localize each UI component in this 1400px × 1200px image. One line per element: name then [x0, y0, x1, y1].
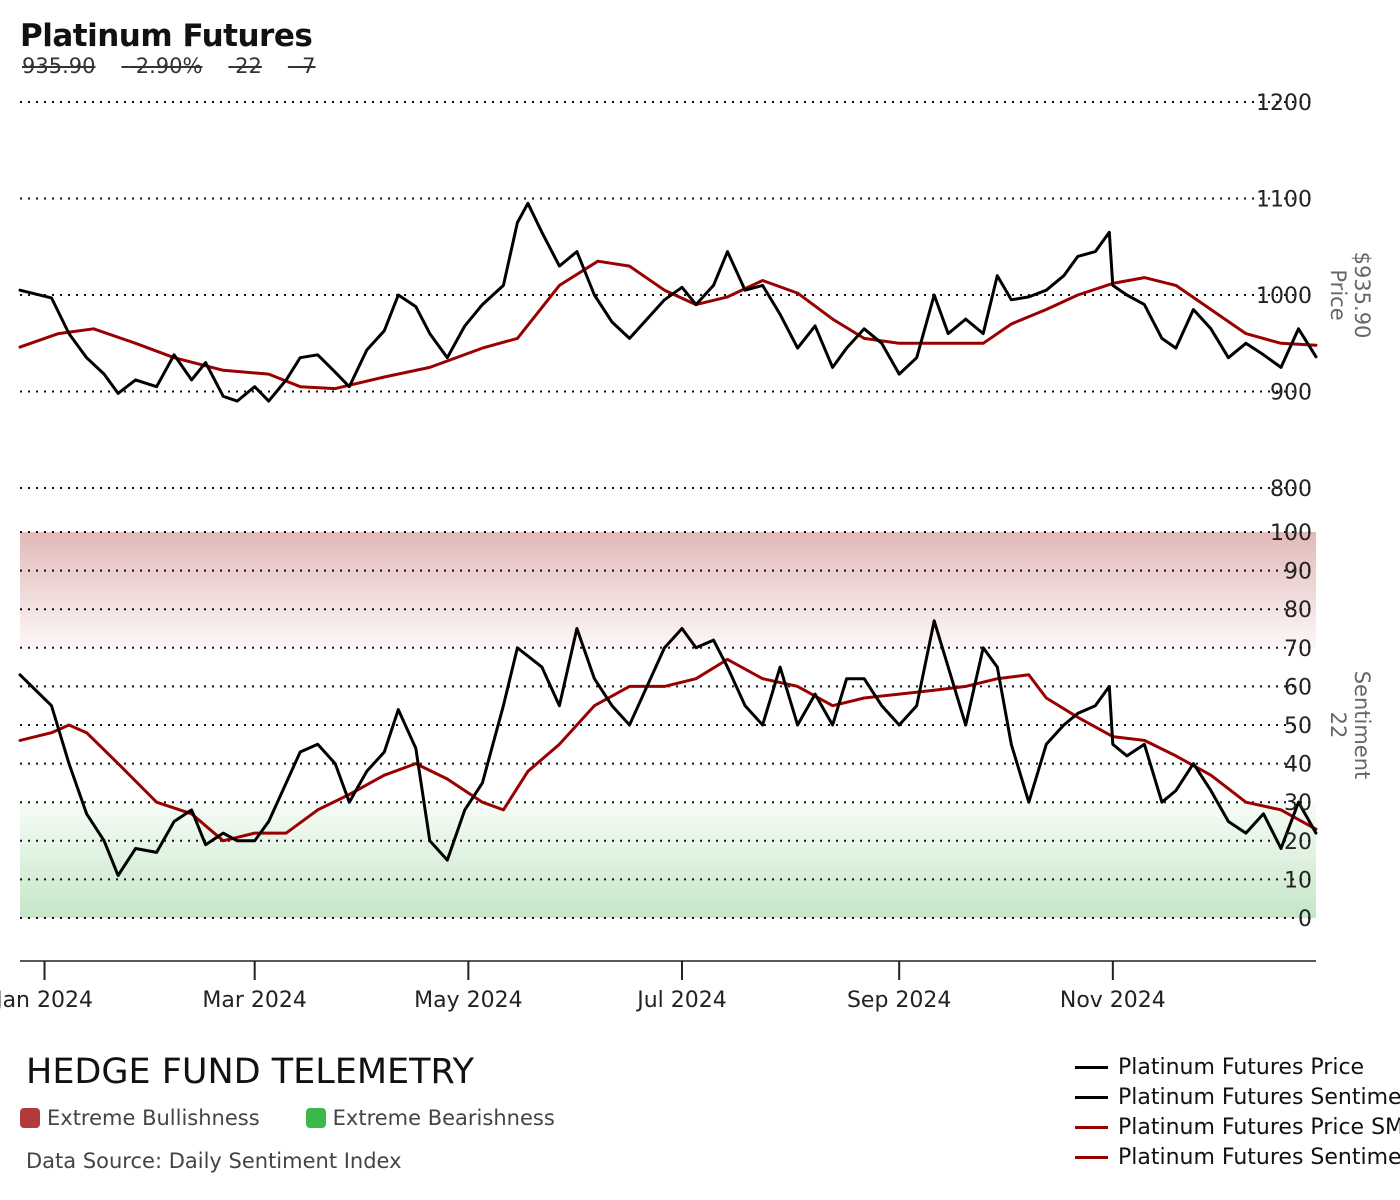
price-axis-label: Price: [1326, 269, 1350, 320]
price-tick-label: 1000: [1256, 284, 1312, 309]
platinum-futures-price-sma-line: [18, 259, 1318, 391]
price-tick-label: 1100: [1256, 188, 1312, 213]
sentiment-tick-label: 0: [1298, 907, 1312, 932]
sentiment-tick-label: 90: [1284, 560, 1312, 585]
sentiment-tick-label: 20: [1284, 830, 1312, 855]
x-tick-label: Jan 2024: [0, 988, 93, 1013]
legend-extreme-bullishness: Extreme Bullishness: [20, 1106, 260, 1130]
legend-item: Platinum Futures Price SMA: [1075, 1112, 1400, 1142]
bullish-swatch: [20, 1108, 40, 1128]
legend-item: Platinum Futures Price: [1075, 1052, 1400, 1082]
legend-line-swatch: [1075, 1125, 1108, 1129]
legend-label: Platinum Futures Price: [1118, 1054, 1365, 1080]
legend-item: Platinum Futures Sentiment SMA: [1075, 1142, 1400, 1172]
data-source: Data Source: Daily Sentiment Index: [26, 1149, 402, 1173]
legend-line-swatch: [1075, 1065, 1108, 1069]
stat-change-percent: -2.90%: [128, 54, 203, 78]
x-tick-label: Mar 2024: [202, 988, 307, 1013]
price-tick-label: 1200: [1256, 91, 1312, 116]
stat-price: 935.90: [22, 54, 96, 78]
price-tick-label: 800: [1270, 477, 1312, 502]
sentiment-axis-label: Sentiment: [1350, 671, 1374, 780]
zone-legend: Extreme Bullishness Extreme Bearishness: [20, 1106, 601, 1130]
stat-sentiment-change: -7: [294, 54, 316, 78]
legend-label: Platinum Futures Sentiment: [1118, 1084, 1400, 1110]
dual-panel-chart: 800 900 1000 1100 1200 0 10 20 30 40 50 60 70 80 90 100…: [0, 91, 1374, 1013]
extreme-bearishness-band: [20, 802, 1316, 918]
price-stats: 935.90 -2.90% 22 -7: [22, 54, 342, 78]
sentiment-tick-label: 40: [1284, 753, 1312, 778]
sentiment-tick-label: 100: [1270, 521, 1312, 546]
price-tick-label: 900: [1270, 381, 1312, 406]
legend-label: Platinum Futures Price SMA: [1118, 1114, 1400, 1140]
stat-sentiment: 22: [235, 54, 262, 78]
sentiment-tick-label: 80: [1284, 598, 1312, 623]
sentiment-tick-label: 70: [1284, 637, 1312, 662]
bullish-label: Extreme Bullishness: [47, 1106, 260, 1130]
x-tick-label: May 2024: [414, 988, 522, 1013]
price-axis-value: $935.90: [1350, 252, 1374, 339]
x-tick-label: Sep 2024: [847, 988, 951, 1013]
bearish-label: Extreme Bearishness: [332, 1106, 555, 1130]
extreme-bullishness-band: [20, 532, 1316, 648]
chart-title: Platinum Futures: [20, 18, 313, 54]
legend-item: Platinum Futures Sentiment: [1075, 1082, 1400, 1112]
platinum-futures-price-line: [18, 201, 1318, 403]
legend-line-swatch: [1075, 1095, 1108, 1099]
legend-label: Platinum Futures Sentiment SMA: [1118, 1144, 1400, 1170]
brand-name: HEDGE FUND TELEMETRY: [26, 1052, 475, 1092]
series-legend: Platinum Futures Price Platinum Futures …: [1075, 1052, 1400, 1172]
legend-line-swatch: [1075, 1155, 1108, 1159]
platinum-futures-sentiment-line: [18, 619, 1318, 877]
sentiment-tick-label: 30: [1284, 791, 1312, 816]
sentiment-tick-label: 10: [1284, 868, 1312, 893]
bearish-swatch: [305, 1108, 326, 1128]
sentiment-axis-value: 22: [1326, 712, 1350, 739]
sentiment-tick-label: 60: [1284, 675, 1312, 700]
x-tick-label: Nov 2024: [1060, 988, 1166, 1013]
x-tick-label: Jul 2024: [635, 988, 727, 1013]
legend-extreme-bearishness: Extreme Bearishness: [305, 1106, 555, 1130]
sentiment-tick-label: 50: [1284, 714, 1312, 739]
